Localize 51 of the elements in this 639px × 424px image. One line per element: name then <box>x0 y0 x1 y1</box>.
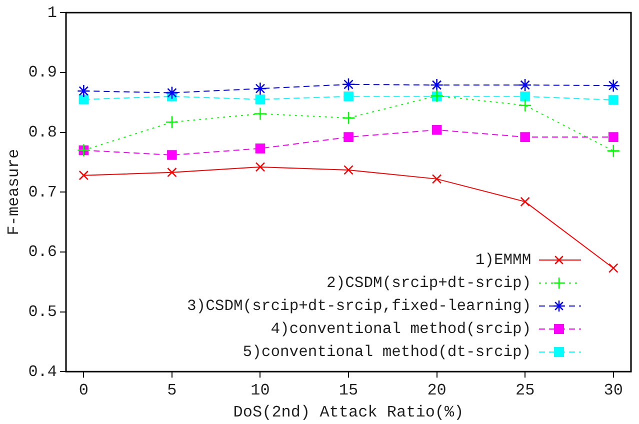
y-tick-label: 1 <box>47 4 58 22</box>
point <box>608 132 618 142</box>
point <box>518 78 532 92</box>
point <box>78 170 89 180</box>
point <box>165 86 179 100</box>
point <box>344 165 354 175</box>
x-tick-label: 30 <box>604 381 623 400</box>
point <box>520 91 530 102</box>
point <box>430 78 444 92</box>
x-tick-label: 20 <box>427 381 446 400</box>
x-axis-title: DoS(2nd) Attack Ratio(%) <box>233 404 464 422</box>
point <box>344 91 354 102</box>
point <box>518 98 532 112</box>
point <box>255 94 266 104</box>
legend-label: 5)conventional method(dt-srcip) <box>242 342 532 363</box>
y-tick-label: 0.4 <box>28 362 58 381</box>
point <box>606 144 620 158</box>
point <box>77 84 90 98</box>
legend-label: 4)conventional method(srcip) <box>270 318 532 340</box>
point <box>255 162 266 172</box>
point <box>167 150 177 160</box>
x-tick-label: 5 <box>167 381 177 400</box>
point <box>606 78 620 92</box>
point <box>344 132 354 142</box>
point <box>342 111 356 125</box>
point <box>342 78 356 92</box>
legend-label: 2)CSDM(srcip+dt-srcip) <box>326 272 532 294</box>
y-tick-label: 0.6 <box>28 243 58 262</box>
x-tick-label: 15 <box>338 381 358 400</box>
point <box>165 115 179 129</box>
point <box>254 82 267 96</box>
legend-label: 3)CSDM(srcip+dt-srcip,fixed-learning) <box>187 296 532 317</box>
point <box>78 94 89 104</box>
x-tick-label: 0 <box>78 381 88 400</box>
y-tick-label: 0.5 <box>28 303 58 321</box>
point <box>254 107 267 120</box>
y-tick-label: 0.8 <box>28 124 58 142</box>
legend-label: 1)EMMM <box>475 250 532 271</box>
x-tick-label: 10 <box>250 381 270 400</box>
point <box>520 132 530 142</box>
x-tick-label: 25 <box>515 381 535 400</box>
y-tick-label: 0.9 <box>28 64 58 82</box>
point <box>432 124 442 135</box>
point <box>432 174 442 184</box>
point <box>255 144 266 154</box>
point <box>520 196 530 207</box>
point <box>608 95 618 105</box>
point <box>608 263 618 273</box>
point <box>167 167 177 178</box>
y-tick-label: 0.7 <box>28 183 58 202</box>
y-axis-title: F-measure <box>4 148 23 236</box>
